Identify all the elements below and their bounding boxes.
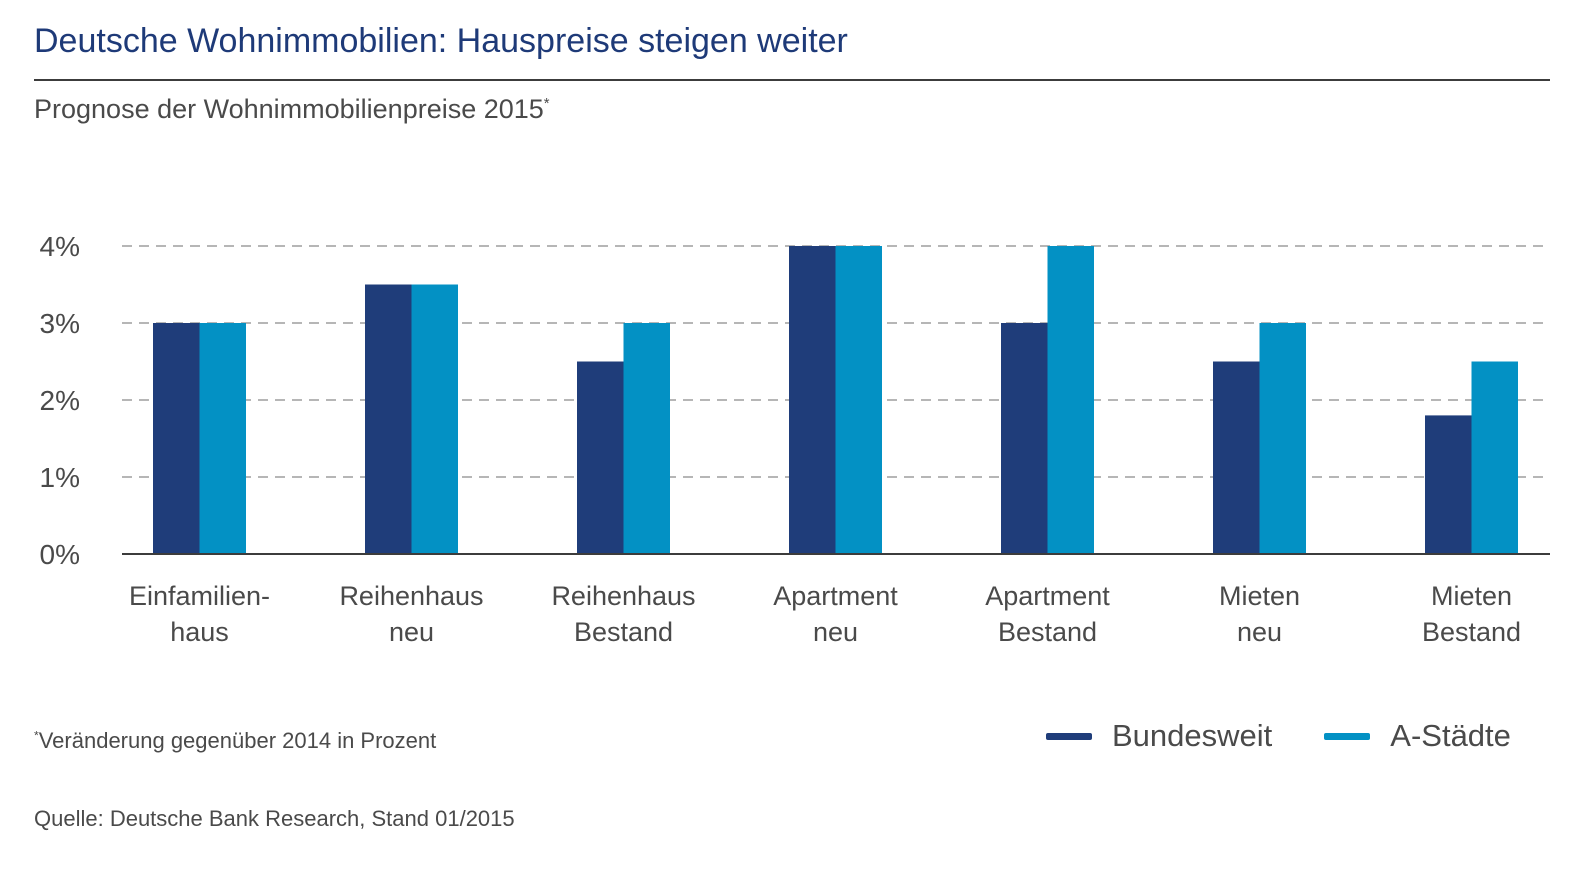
- bar-bundesweit: [1001, 323, 1048, 554]
- x-category-label: Mieten: [1431, 581, 1512, 611]
- source-note: Quelle: Deutsche Bank Research, Stand 01…: [34, 806, 515, 832]
- y-tick-label: 1%: [40, 462, 80, 493]
- x-category-label: haus: [170, 617, 229, 647]
- x-category-label: neu: [1237, 617, 1282, 647]
- x-category-label: Mieten: [1219, 581, 1300, 611]
- legend-swatch-a-staedte: [1324, 733, 1370, 740]
- footnote: *Veränderung gegenüber 2014 in Prozent: [34, 728, 436, 754]
- legend-label-a-staedte: A-Städte: [1390, 718, 1511, 754]
- legend-swatch-bundesweit: [1046, 733, 1092, 740]
- bar-a-staedte: [836, 246, 883, 554]
- x-category-label: Reihenhaus: [551, 581, 695, 611]
- bar-a-staedte: [624, 323, 671, 554]
- x-category-label: Apartment: [773, 581, 898, 611]
- y-tick-label: 4%: [40, 231, 80, 262]
- x-category-label: neu: [389, 617, 434, 647]
- bar-a-staedte: [1260, 323, 1307, 554]
- x-category-label: Bestand: [1422, 617, 1521, 647]
- bar-a-staedte: [1048, 246, 1095, 554]
- bar-bundesweit: [153, 323, 200, 554]
- legend-item-a-staedte: A-Städte: [1324, 718, 1511, 754]
- x-category-label: Reihenhaus: [339, 581, 483, 611]
- x-category-label: Bestand: [998, 617, 1097, 647]
- legend-label-bundesweit: Bundesweit: [1112, 718, 1272, 754]
- legend-item-bundesweit: Bundesweit: [1046, 718, 1272, 754]
- footnote-text: Veränderung gegenüber 2014 in Prozent: [39, 728, 437, 753]
- bar-bundesweit: [1213, 362, 1260, 555]
- x-category-label: Bestand: [574, 617, 673, 647]
- bar-a-staedte: [200, 323, 247, 554]
- x-category-label: Apartment: [985, 581, 1110, 611]
- bar-chart: 0% 1% 2% 3% 4% Einfamilien-haus Reihenhaus neu R…: [0, 0, 1590, 892]
- x-category-label: Einfamilien-: [129, 581, 270, 611]
- legend: Bundesweit A-Städte: [1046, 718, 1511, 754]
- bar-bundesweit: [1425, 415, 1472, 554]
- x-category-label: neu: [813, 617, 858, 647]
- bar-a-staedte: [1472, 362, 1519, 555]
- y-tick-label: 3%: [40, 308, 80, 339]
- bar-bundesweit: [365, 285, 412, 555]
- y-tick-label: 0%: [40, 539, 80, 570]
- y-tick-label: 2%: [40, 385, 80, 416]
- bar-bundesweit: [577, 362, 624, 555]
- bar-bundesweit: [789, 246, 836, 554]
- bar-a-staedte: [412, 285, 459, 555]
